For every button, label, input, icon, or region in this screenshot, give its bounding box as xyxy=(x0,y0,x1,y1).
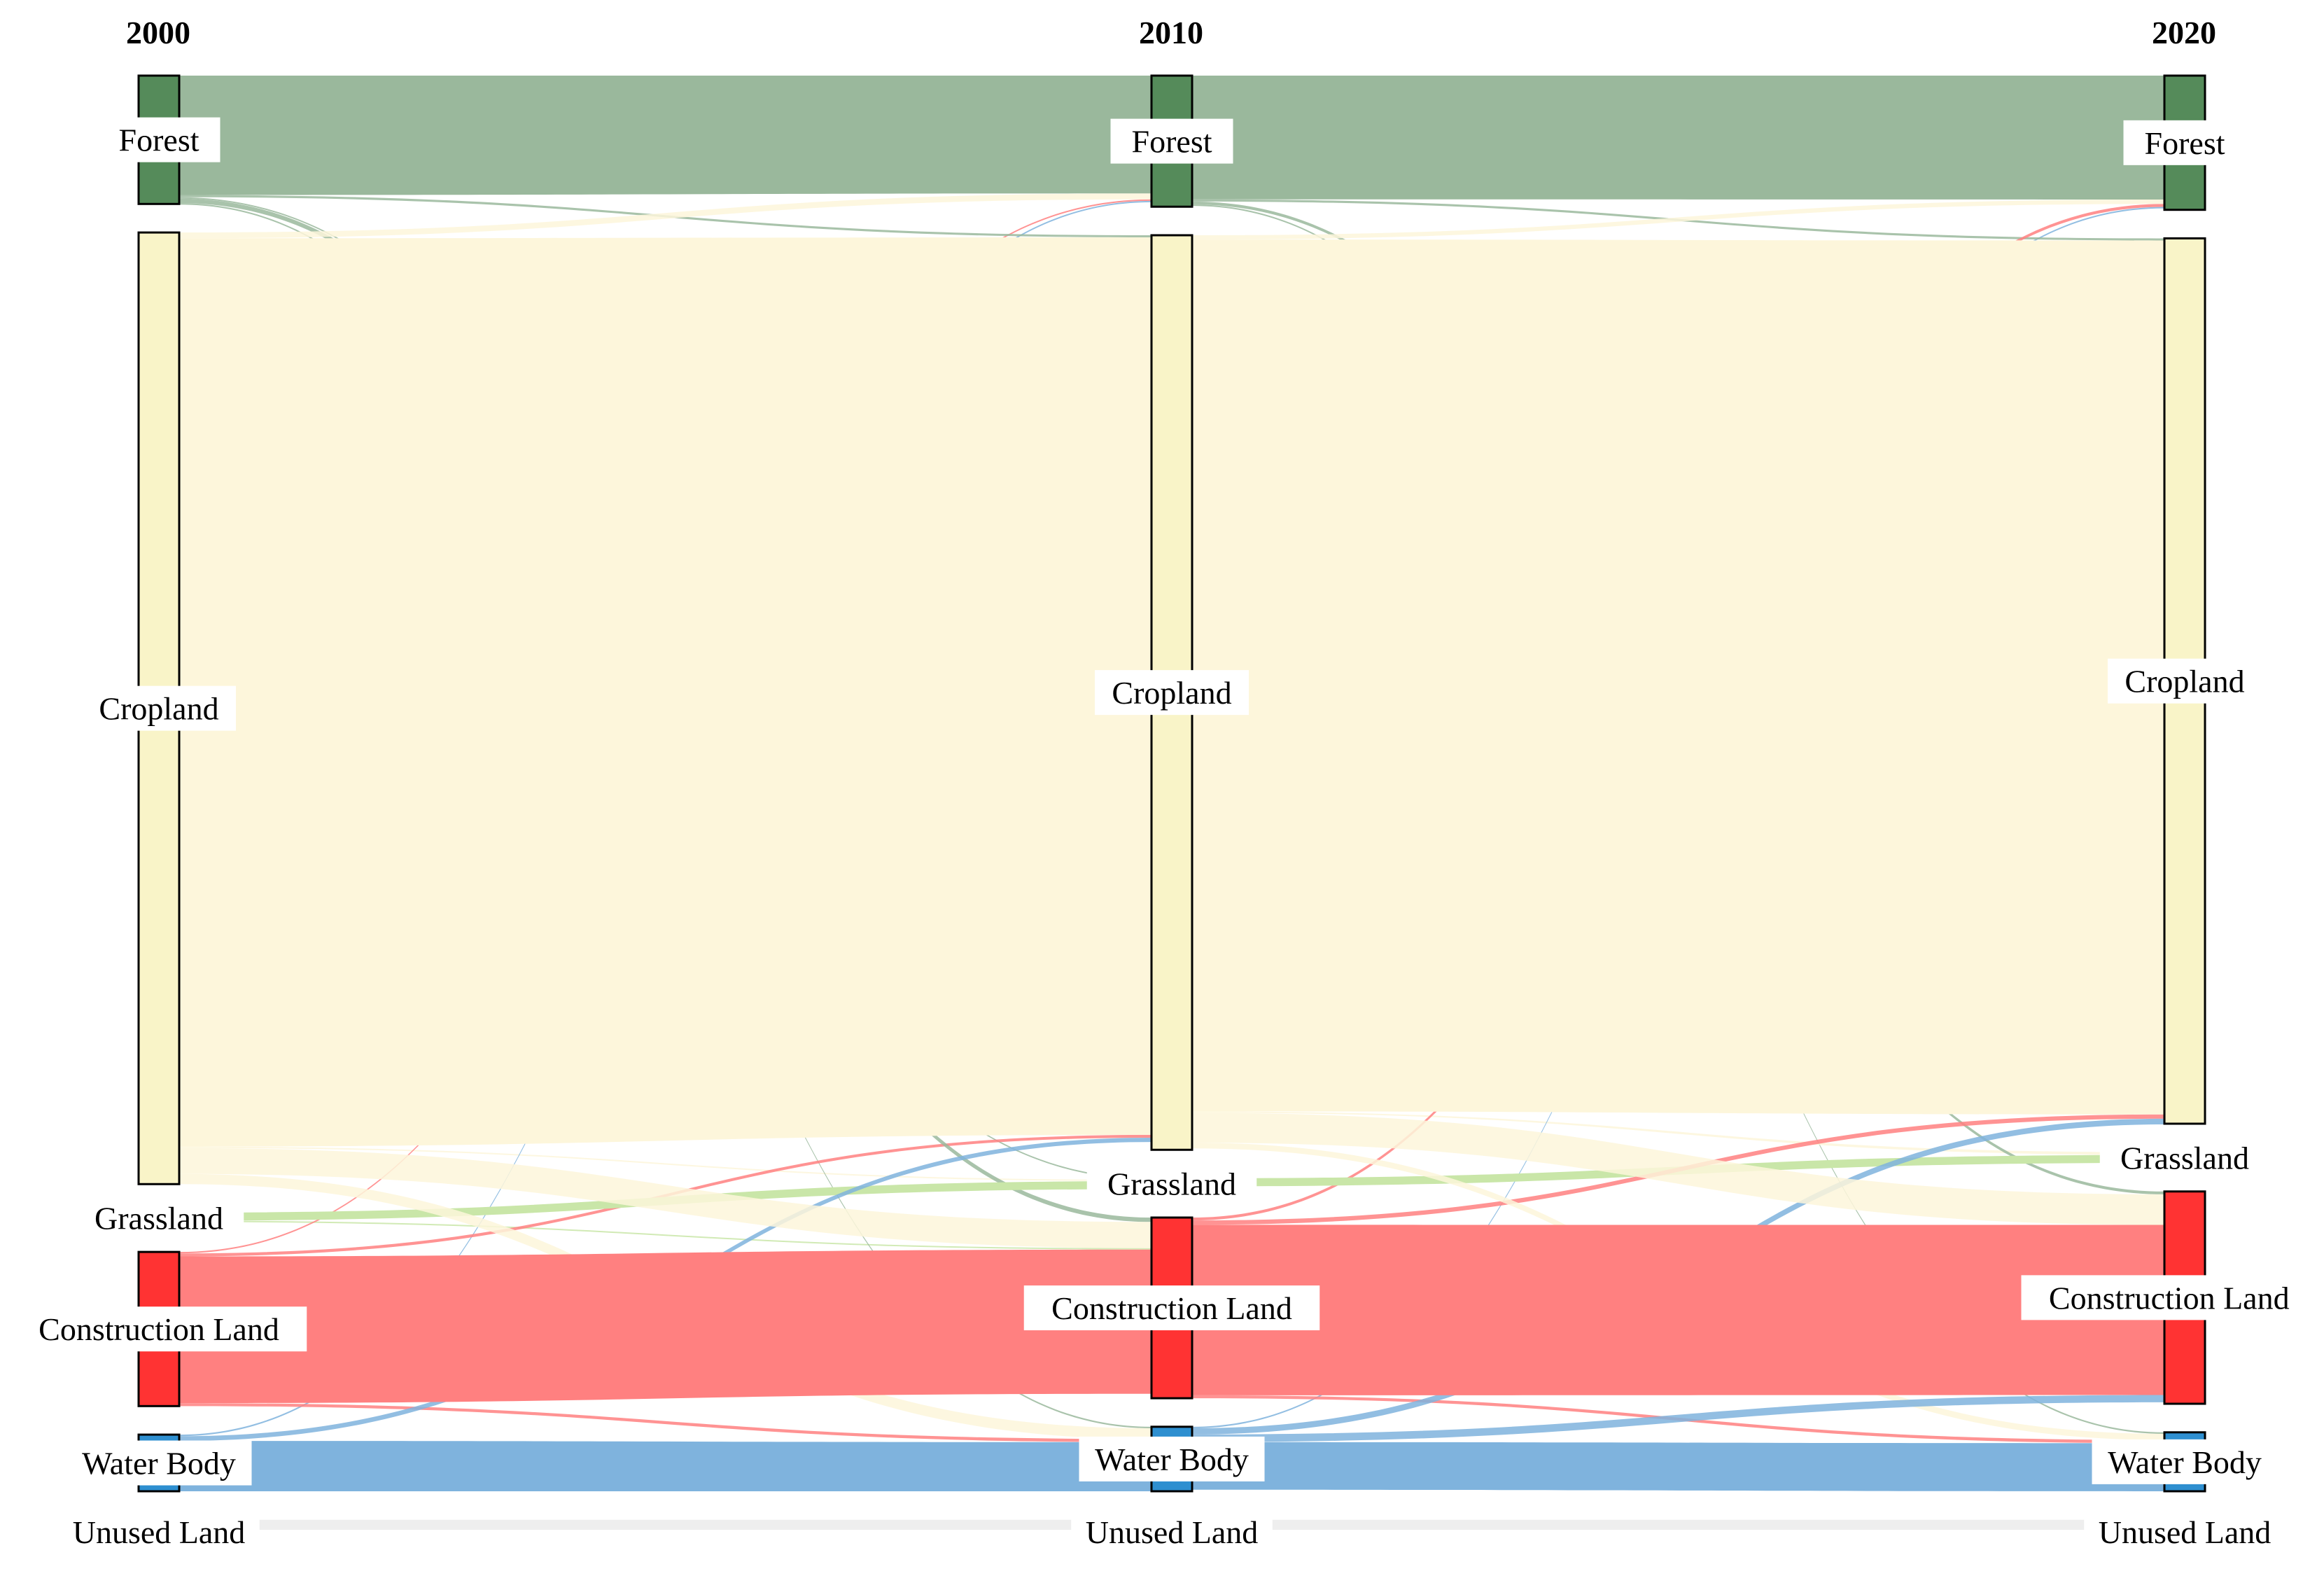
flow-unused-to-unused-2010 xyxy=(1192,1519,2164,1530)
node-label-bg-grassland-2010 xyxy=(1086,1161,1257,1206)
flow-cropland-to-forest-2000 xyxy=(179,193,1152,239)
flows-layer xyxy=(179,76,2164,1530)
node-label-bg-water-2010 xyxy=(1079,1436,1265,1481)
node-label-unused-2010: Unused Land xyxy=(1086,1514,1259,1550)
node-label-cropland-2010: Cropland xyxy=(1112,675,1231,711)
node-label-forest-2000: Forest xyxy=(119,123,200,158)
flow-construction-to-construction-2010 xyxy=(1192,1225,2164,1395)
flow-cropland-to-cropland-2010 xyxy=(1192,239,2164,1115)
node-label-water-2020: Water Body xyxy=(2108,1444,2262,1480)
flow-cropland-to-grassland-2000 xyxy=(179,1146,1152,1182)
node-label-unused-2020: Unused Land xyxy=(2099,1514,2272,1550)
node-label-bg-water-2020 xyxy=(2092,1439,2278,1484)
flow-cropland-to-forest-2010 xyxy=(1192,199,2164,240)
node-label-bg-construction-2010 xyxy=(1023,1285,1320,1331)
flow-cropland-to-grassland-2010 xyxy=(1192,1111,2164,1155)
labels-layer: Forest Cropland Grassland Construction Land… xyxy=(10,117,2317,1554)
node-label-bg-unused-2010 xyxy=(1071,1509,1273,1554)
node-label-bg-construction-2000 xyxy=(10,1306,307,1352)
node-label-forest-2010: Forest xyxy=(1132,124,1212,160)
flow-forest-to-forest-2000 xyxy=(179,76,1152,195)
flow-cropland-to-construction-2000 xyxy=(179,1148,1152,1248)
flow-grassland-to-construction-2000 xyxy=(179,1220,1152,1250)
year-heading-2020: 2020 xyxy=(2152,15,2216,50)
flow-water-to-construction-2010 xyxy=(1192,1395,2164,1442)
flow-water-to-water-2010 xyxy=(1192,1442,2164,1491)
node-label-cropland-2020: Cropland xyxy=(2124,664,2244,699)
node-label-grassland-2010: Grassland xyxy=(1107,1166,1236,1202)
node-label-grassland-2020: Grassland xyxy=(2120,1140,2249,1176)
node-label-bg-unused-2020 xyxy=(2084,1509,2286,1554)
node-label-bg-grassland-2020 xyxy=(2099,1135,2270,1180)
node-label-water-2010: Water Body xyxy=(1095,1442,1249,1477)
node-label-bg-construction-2020 xyxy=(2021,1275,2317,1320)
node-label-bg-grassland-2000 xyxy=(74,1195,244,1241)
node-label-construction-2020: Construction Land xyxy=(2049,1280,2290,1316)
year-heading-2010: 2010 xyxy=(1139,15,1203,50)
node-label-construction-2010: Construction Land xyxy=(1051,1290,1292,1326)
flow-forest-to-forest-2010 xyxy=(1192,76,2164,200)
node-label-water-2000: Water Body xyxy=(82,1446,236,1481)
flow-cropland-to-cropland-2000 xyxy=(179,237,1152,1147)
node-label-unused-2000: Unused Land xyxy=(73,1514,246,1550)
node-label-cropland-2000: Cropland xyxy=(99,691,218,727)
node-label-bg-cropland-2020 xyxy=(2108,658,2262,704)
flow-unused-to-unused-2000 xyxy=(179,1519,1152,1530)
node-label-construction-2000: Construction Land xyxy=(38,1311,279,1347)
node-label-forest-2020: Forest xyxy=(2145,125,2225,161)
flow-construction-to-construction-2000 xyxy=(179,1249,1152,1404)
node-label-bg-cropland-2000 xyxy=(82,685,236,731)
node-label-bg-cropland-2010 xyxy=(1095,670,1249,716)
node-label-bg-forest-2010 xyxy=(1110,118,1233,164)
flow-water-to-water-2000 xyxy=(179,1441,1152,1491)
node-label-bg-forest-2000 xyxy=(97,117,220,162)
flow-cropland-to-construction-2010 xyxy=(1192,1113,2164,1225)
flow-construction-to-water-2000 xyxy=(179,1403,1152,1442)
node-label-bg-water-2000 xyxy=(66,1440,252,1486)
node-label-bg-unused-2000 xyxy=(58,1509,260,1554)
year-heading-2000: 2000 xyxy=(126,15,190,50)
node-label-grassland-2000: Grassland xyxy=(94,1201,223,1236)
node-label-bg-forest-2020 xyxy=(2123,120,2246,165)
